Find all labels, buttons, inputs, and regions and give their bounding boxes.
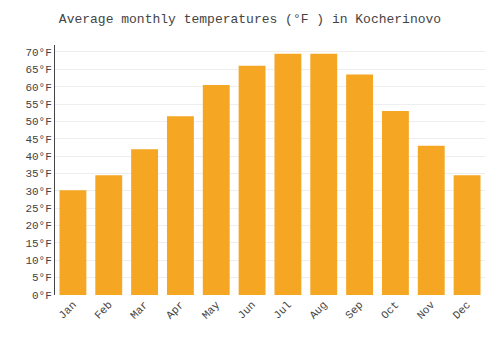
svg-text:10°F: 10°F: [25, 255, 51, 267]
svg-text:Nov: Nov: [415, 299, 438, 322]
svg-text:5°F: 5°F: [32, 272, 52, 284]
svg-text:Dec: Dec: [451, 299, 473, 321]
svg-text:25°F: 25°F: [25, 203, 51, 215]
svg-text:70°F: 70°F: [25, 47, 51, 59]
svg-text:15°F: 15°F: [25, 238, 51, 250]
svg-text:Oct: Oct: [379, 299, 401, 321]
svg-text:Sep: Sep: [343, 299, 365, 321]
svg-text:Jul: Jul: [271, 299, 293, 321]
svg-text:Mar: Mar: [128, 299, 150, 321]
svg-text:0°F: 0°F: [32, 290, 52, 302]
svg-text:Average monthly temperatures (: Average monthly temperatures (°F ) in Ko…: [59, 12, 441, 27]
svg-text:20°F: 20°F: [25, 220, 51, 232]
svg-text:65°F: 65°F: [25, 64, 51, 76]
svg-text:45°F: 45°F: [25, 134, 51, 146]
svg-text:55°F: 55°F: [25, 99, 51, 111]
svg-text:Aug: Aug: [307, 299, 329, 321]
svg-text:May: May: [200, 299, 223, 322]
svg-text:Apr: Apr: [164, 299, 186, 321]
svg-text:60°F: 60°F: [25, 82, 51, 94]
svg-text:35°F: 35°F: [25, 168, 51, 180]
svg-text:Feb: Feb: [92, 299, 114, 321]
svg-text:30°F: 30°F: [25, 186, 51, 198]
svg-text:Jun: Jun: [236, 299, 258, 321]
svg-text:Jan: Jan: [56, 299, 78, 321]
svg-text:40°F: 40°F: [25, 151, 51, 163]
svg-text:50°F: 50°F: [25, 116, 51, 128]
